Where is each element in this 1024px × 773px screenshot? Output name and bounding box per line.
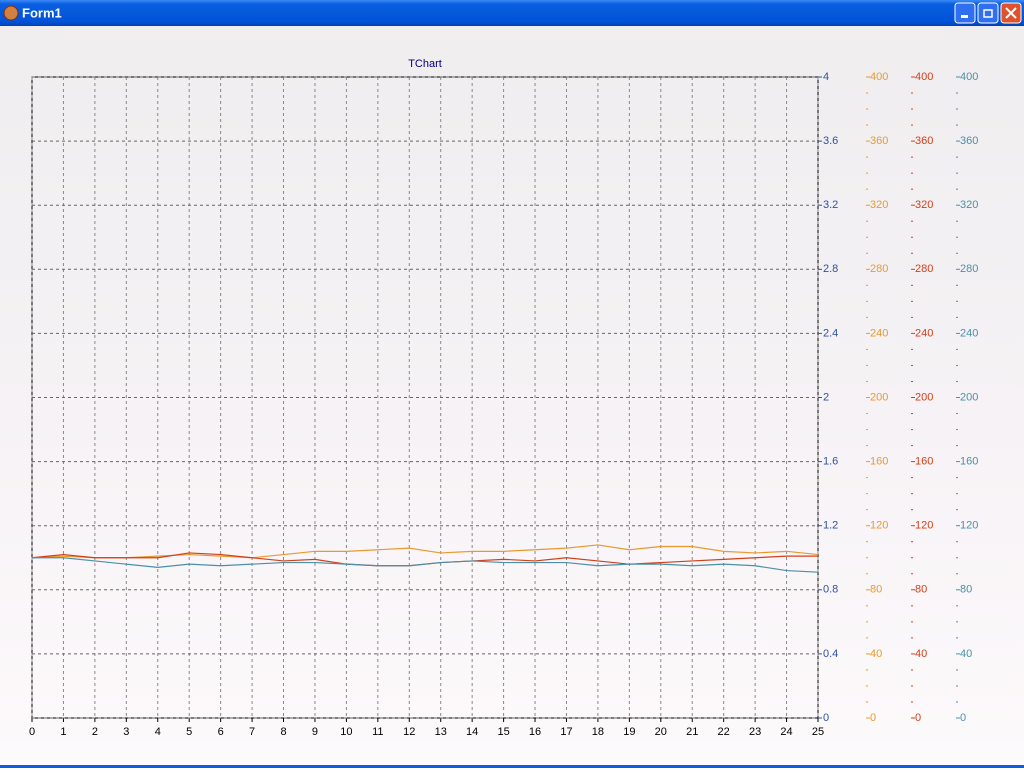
x-tick-label: 25 — [812, 726, 824, 738]
axis-tick-label: 120 — [870, 520, 888, 532]
x-tick-label: 20 — [655, 726, 667, 738]
restore-button[interactable] — [977, 2, 999, 24]
x-tick-label: 21 — [686, 726, 698, 738]
axis-tick-label: 80 — [870, 584, 882, 596]
x-tick-label: 5 — [186, 726, 192, 738]
series-line — [32, 557, 819, 573]
axis-tick-label: 320 — [870, 199, 888, 211]
y-tick-label: 3.2 — [823, 199, 838, 211]
axis-tick-label: 200 — [915, 391, 933, 403]
close-icon — [1005, 7, 1017, 19]
series-line — [31, 544, 819, 559]
title-bar — [0, 0, 1024, 26]
axis-tick-label: 360 — [915, 135, 933, 147]
window-border — [0, 765, 1024, 768]
axis-tick-label: 0 — [960, 712, 966, 724]
axis-tick-label: 40 — [870, 648, 882, 660]
x-tick-label: 12 — [403, 726, 415, 738]
axis-tick-label: 280 — [870, 263, 888, 275]
axis-tick-label: 320 — [915, 199, 933, 211]
x-tick-label: 13 — [435, 726, 447, 738]
x-tick-label: 6 — [218, 726, 224, 738]
axis-tick-label: 160 — [915, 456, 933, 468]
x-tick-label: 16 — [529, 726, 541, 738]
axis-tick-label: 120 — [915, 520, 933, 532]
axis-tick-label: 40 — [915, 648, 927, 660]
y-tick-label: 2.8 — [823, 263, 838, 275]
axis-tick-label: 200 — [870, 391, 888, 403]
y-tick-label: 1.6 — [823, 456, 838, 468]
window-title: Form1 — [22, 5, 62, 20]
x-tick-label: 9 — [312, 726, 318, 738]
minimize-icon — [961, 15, 968, 18]
axis-tick-label: 200 — [960, 391, 978, 403]
x-tick-label: 8 — [280, 726, 286, 738]
x-tick-label: 17 — [560, 726, 572, 738]
y-tick-label: 0 — [823, 712, 829, 724]
x-tick-label: 18 — [592, 726, 604, 738]
x-tick-label: 23 — [749, 726, 761, 738]
axis-tick-label: 160 — [960, 456, 978, 468]
x-tick-label: 0 — [29, 726, 35, 738]
axis-tick-label: 240 — [960, 327, 978, 339]
axis-tick-label: 280 — [960, 263, 978, 275]
axis-tick-label: 400 — [870, 71, 888, 83]
axis-tick-label: 240 — [870, 327, 888, 339]
axis-tick-label: 0 — [870, 712, 876, 724]
y-tick-label: 1.2 — [823, 520, 838, 532]
x-tick-label: 19 — [623, 726, 635, 738]
axis-tick-label: 280 — [915, 263, 933, 275]
x-tick-label: 1 — [60, 726, 66, 738]
x-tick-label: 2 — [92, 726, 98, 738]
axis-tick-label: 240 — [915, 327, 933, 339]
y-tick-label: 2 — [823, 391, 829, 403]
axis-tick-label: 0 — [915, 712, 921, 724]
y-tick-label: 2.4 — [823, 327, 838, 339]
x-tick-label: 14 — [466, 726, 478, 738]
axis-tick-label: 80 — [960, 584, 972, 596]
y-tick-label: 0.4 — [823, 648, 838, 660]
axis-tick-label: 400 — [960, 71, 978, 83]
axis-tick-label: 400 — [915, 71, 933, 83]
axis-tick-label: 80 — [915, 584, 927, 596]
x-tick-label: 15 — [497, 726, 509, 738]
axis-tick-label: 360 — [960, 135, 978, 147]
chart-title: TChart — [408, 58, 442, 70]
x-tick-label: 11 — [372, 726, 383, 738]
x-tick-label: 3 — [123, 726, 129, 738]
minimize-button[interactable] — [954, 2, 976, 24]
y-tick-label: 0.8 — [823, 584, 838, 596]
restore-icon — [983, 9, 993, 18]
x-tick-label: 10 — [340, 726, 352, 738]
axis-tick-label: 360 — [870, 135, 888, 147]
y-tick-label: 4 — [823, 71, 829, 83]
x-tick-label: 4 — [155, 726, 161, 738]
app-icon — [3, 5, 19, 21]
x-tick-label: 7 — [249, 726, 255, 738]
y-tick-label: 3.6 — [823, 135, 838, 147]
axis-tick-label: 120 — [960, 520, 978, 532]
x-tick-label: 24 — [780, 726, 792, 738]
x-tick-label: 22 — [718, 726, 730, 738]
axis-tick-label: 40 — [960, 648, 972, 660]
axis-tick-label: 320 — [960, 199, 978, 211]
axis-tick-label: 160 — [870, 456, 888, 468]
